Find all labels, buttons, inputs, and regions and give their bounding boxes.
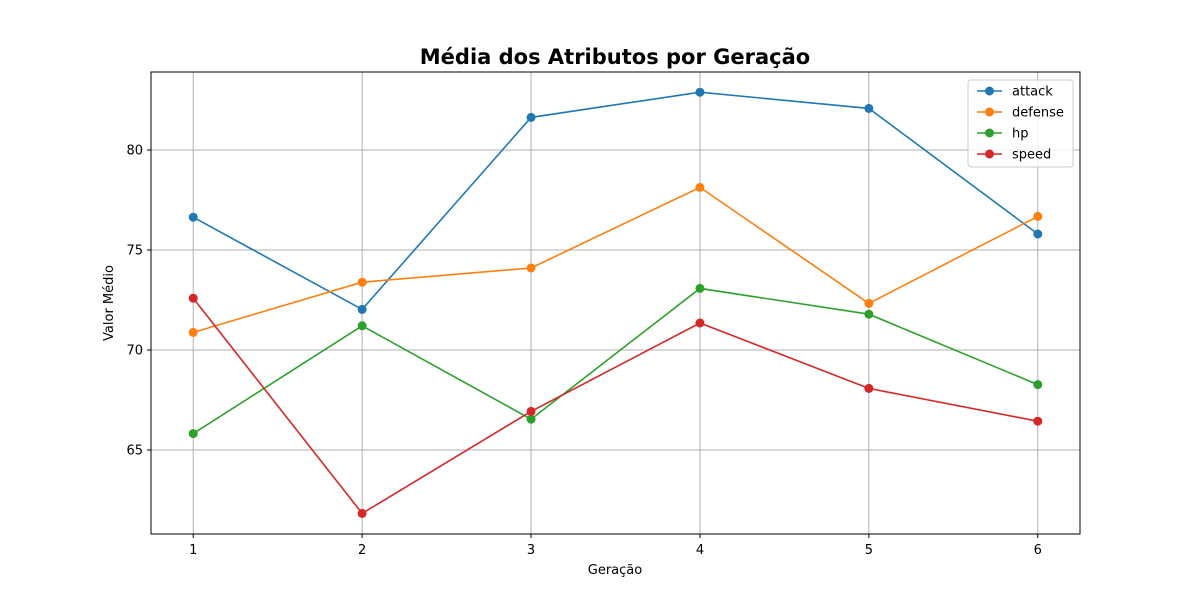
data-point-speed <box>695 318 705 328</box>
x-tick-label: 1 <box>189 543 197 558</box>
series-layer <box>188 87 1043 518</box>
x-tick-label: 5 <box>865 543 873 558</box>
data-point-hp <box>695 283 705 293</box>
data-point-attack <box>526 112 536 122</box>
y-axis: 65 70 75 80 <box>126 144 151 459</box>
data-point-speed <box>864 383 874 393</box>
legend-label: attack <box>1012 85 1053 100</box>
x-tick-label: 3 <box>527 543 535 558</box>
data-point-defense <box>188 327 198 337</box>
x-tick-label: 6 <box>1034 543 1042 558</box>
legend-item-attack: attack <box>977 85 1053 100</box>
series-attack <box>188 87 1043 314</box>
data-point-hp <box>864 309 874 319</box>
legend-item-hp: hp <box>977 127 1029 142</box>
chart-title: Média dos Atributos por Geração <box>420 45 810 69</box>
series-hp <box>188 283 1043 439</box>
series-defense <box>188 182 1043 337</box>
plot-frame <box>150 71 1081 535</box>
data-point-speed <box>357 508 367 518</box>
data-point-speed <box>188 293 198 303</box>
data-point-hp <box>526 414 536 424</box>
legend-label: hp <box>1012 127 1029 142</box>
data-point-attack <box>864 103 874 113</box>
y-tick-label: 70 <box>126 344 143 359</box>
data-point-attack <box>695 87 705 97</box>
data-point-defense <box>1033 211 1043 221</box>
data-point-attack <box>1033 229 1043 239</box>
legend-box <box>967 79 1074 168</box>
data-point-defense <box>695 182 705 192</box>
series-line-attack <box>192 91 1039 311</box>
legend-swatch-marker <box>985 128 994 138</box>
data-point-hp <box>1033 380 1043 390</box>
legend: attack defense hp speed <box>967 79 1074 168</box>
series-speed <box>188 293 1043 518</box>
data-point-defense <box>526 263 536 273</box>
x-axis-label: Geração <box>588 563 642 578</box>
y-tick-label: 80 <box>126 144 143 159</box>
data-point-defense <box>864 298 874 308</box>
data-point-speed <box>526 406 536 416</box>
legend-item-speed: speed <box>977 148 1051 163</box>
y-axis-label: Valor Médio <box>102 265 117 341</box>
series-line-defense <box>192 186 1039 334</box>
legend-label: speed <box>1012 148 1051 163</box>
legend-label: defense <box>1012 106 1064 121</box>
data-point-attack <box>188 212 198 222</box>
series-line-speed <box>192 297 1038 515</box>
data-point-speed <box>1033 416 1043 426</box>
series-line-hp <box>192 287 1039 435</box>
x-tick-label: 4 <box>696 543 704 558</box>
y-tick-label: 75 <box>126 244 143 259</box>
y-tick-label: 65 <box>126 444 143 459</box>
data-point-hp <box>188 429 198 439</box>
legend-swatch-marker <box>985 149 994 159</box>
data-point-hp <box>357 321 367 331</box>
legend-swatch-marker <box>985 86 994 96</box>
legend-swatch-marker <box>985 107 994 117</box>
data-point-defense <box>357 277 367 287</box>
data-point-attack <box>357 304 367 314</box>
x-tick-label: 2 <box>358 543 366 558</box>
legend-item-defense: defense <box>977 106 1064 121</box>
x-axis: 1 2 3 4 5 6 <box>189 534 1042 558</box>
